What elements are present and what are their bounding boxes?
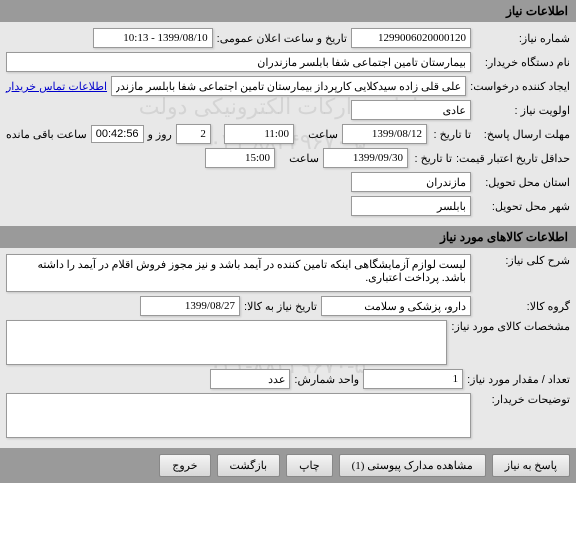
group-label: گروه کالا: (475, 300, 570, 313)
need-no-field[interactable] (351, 28, 471, 48)
button-bar: پاسخ به نیاز مشاهده مدارک پیوستی (1) چاپ… (0, 448, 576, 483)
need-date-label: تاریخ نیاز به کالا: (244, 300, 317, 313)
until-date-label: تا تاریخ : (431, 128, 471, 141)
remaining-label: ساعت باقی مانده (6, 128, 87, 141)
notes-field[interactable] (6, 393, 471, 438)
validity-date-field[interactable] (323, 148, 408, 168)
city-label: شهر محل تحویل: (475, 200, 570, 213)
spec-field[interactable] (6, 320, 447, 365)
exit-button[interactable]: خروج (159, 454, 210, 477)
contact-link[interactable]: اطلاعات تماس خریدار (6, 80, 107, 93)
respond-button[interactable]: پاسخ به نیاز (492, 454, 570, 477)
countdown: 00:42:56 (91, 125, 144, 143)
section2-header: اطلاعات کالاهای مورد نیاز (0, 226, 576, 248)
need-no-label: شماره نیاز: (475, 32, 570, 45)
buyer-label: نام دستگاه خریدار: (475, 56, 570, 69)
announce-field[interactable] (93, 28, 213, 48)
deadline-date-field[interactable] (342, 124, 427, 144)
validity-time-field[interactable] (205, 148, 275, 168)
city-field[interactable] (351, 196, 471, 216)
announce-label: تاریخ و ساعت اعلان عمومی: (217, 32, 347, 45)
section1-header: اطلاعات نیاز (0, 0, 576, 22)
time-label-2: ساعت (279, 152, 319, 165)
attachments-button[interactable]: مشاهده مدارک پیوستی (1) (339, 454, 486, 477)
qty-field[interactable] (363, 369, 463, 389)
until-date-label-2: تا تاریخ : (412, 152, 452, 165)
province-label: استان محل تحویل: (475, 176, 570, 189)
print-button[interactable]: چاپ (286, 454, 333, 477)
section2-body: سامانه تدارکات الکترونیکی دولت ۰۲۱-۸۸۳۴۹… (0, 248, 576, 448)
need-date-field[interactable] (140, 296, 240, 316)
creator-label: ایجاد کننده درخواست: (470, 80, 570, 93)
days-field[interactable] (176, 124, 211, 144)
days-label: روز و (148, 128, 172, 141)
desc-field[interactable] (6, 254, 471, 292)
back-button[interactable]: بازگشت (217, 454, 281, 477)
unit-field[interactable] (210, 369, 290, 389)
spec-label: مشخصات کالای مورد نیاز: (451, 320, 570, 333)
notes-label: توضیحات خریدار: (475, 393, 570, 406)
desc-label: شرح کلی نیاز: (475, 254, 570, 267)
deadline-label: مهلت ارسال پاسخ: (475, 128, 570, 141)
priority-field[interactable] (351, 100, 471, 120)
time-label-1: ساعت (298, 128, 338, 141)
group-field[interactable] (321, 296, 471, 316)
qty-label: تعداد / مقدار مورد نیاز: (467, 373, 570, 386)
province-field[interactable] (351, 172, 471, 192)
validity-label: حداقل تاریخ اعتبار قیمت: (456, 152, 570, 165)
section1-body: سامانه تدارکات الکترونیکی دولت ۰۲۱-۸۸۳۴۹… (0, 22, 576, 226)
deadline-time-field[interactable] (224, 124, 294, 144)
buyer-field[interactable] (6, 52, 471, 72)
priority-label: اولویت نیاز : (475, 104, 570, 117)
unit-label: واحد شمارش: (294, 373, 359, 386)
creator-field[interactable] (111, 76, 466, 96)
